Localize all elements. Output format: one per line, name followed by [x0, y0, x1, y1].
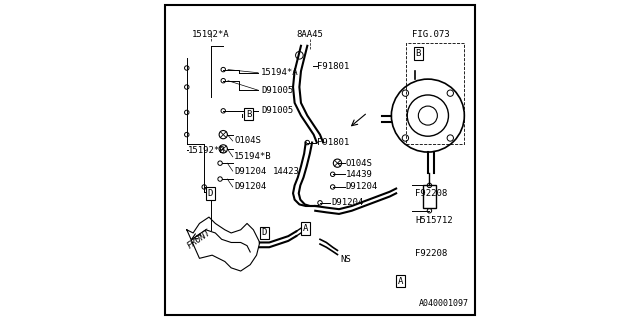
Text: H515712: H515712 — [415, 216, 452, 225]
Text: D: D — [208, 189, 213, 198]
Text: F91801: F91801 — [317, 138, 349, 147]
Text: D91204: D91204 — [331, 198, 364, 207]
Text: A: A — [303, 224, 308, 233]
Text: B: B — [246, 109, 252, 118]
Text: 15192*B: 15192*B — [188, 146, 226, 155]
Text: FIG.073: FIG.073 — [412, 30, 450, 39]
Text: 14439: 14439 — [346, 170, 372, 179]
Text: D: D — [262, 228, 267, 237]
Text: B: B — [415, 49, 421, 58]
Text: FRONT: FRONT — [185, 228, 212, 251]
Text: D91204: D91204 — [234, 167, 267, 176]
Text: 8AA45: 8AA45 — [296, 30, 323, 39]
Text: D91204: D91204 — [346, 182, 378, 191]
Bar — [406, 43, 465, 144]
Text: O104S: O104S — [346, 159, 372, 168]
Text: 15194*A: 15194*A — [261, 68, 299, 77]
Text: A: A — [398, 277, 404, 286]
Text: 15194*B: 15194*B — [234, 152, 272, 161]
Text: F92208: F92208 — [415, 249, 447, 258]
Text: 15192*A: 15192*A — [192, 30, 229, 39]
Text: A040001097: A040001097 — [419, 299, 469, 308]
Text: D91005: D91005 — [261, 86, 294, 95]
Text: NS: NS — [340, 255, 351, 264]
Text: F91801: F91801 — [317, 62, 349, 71]
Text: O104S: O104S — [234, 136, 261, 146]
Text: 14423: 14423 — [273, 167, 300, 176]
Text: F92208: F92208 — [415, 189, 447, 198]
Bar — [423, 185, 436, 208]
Text: D91005: D91005 — [261, 106, 294, 115]
Text: D91204: D91204 — [234, 182, 267, 191]
